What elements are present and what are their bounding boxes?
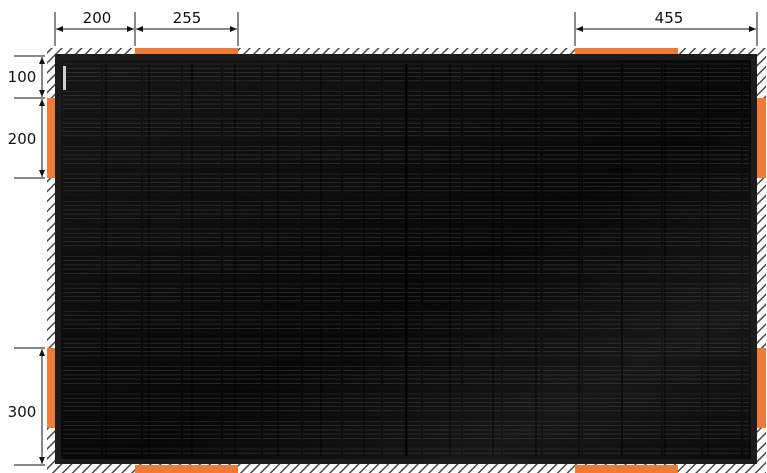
- clamp-zones: [47, 48, 766, 473]
- top-dimensions: 200 255 455: [54, 9, 758, 46]
- clamp-zone-top-left: [135, 48, 238, 54]
- junction-marker: [63, 66, 66, 90]
- dimension-top-255: 255: [136, 9, 237, 32]
- clamp-zone-right-lower: [757, 348, 766, 428]
- clamp-zone-top-right: [575, 48, 678, 54]
- dimension-top-200: 200: [56, 9, 134, 32]
- dimension-label: 200: [8, 130, 37, 148]
- dimension-label: 100: [8, 68, 37, 86]
- clamp-zone-left-upper: [47, 98, 55, 178]
- dimension-left-200: 200: [8, 99, 45, 177]
- dimension-label: 200: [83, 9, 112, 27]
- solar-panel: [55, 54, 757, 464]
- cell-grid: [63, 63, 749, 456]
- dimension-label: 255: [173, 9, 202, 27]
- left-dimensions: 100 200 300: [8, 55, 45, 466]
- dimension-label: 455: [655, 9, 684, 27]
- dimension-label: 300: [8, 403, 37, 421]
- hatched-frame: [47, 48, 766, 473]
- dimension-left-100: 100: [8, 57, 45, 97]
- clamp-zone-left-lower: [47, 348, 55, 428]
- clamp-zone-right-upper: [757, 98, 766, 178]
- dimension-left-300: 300: [8, 349, 45, 464]
- clamp-zone-bottom-left: [135, 465, 238, 473]
- dimension-top-455: 455: [576, 9, 756, 32]
- clamp-zone-bottom-right: [575, 465, 678, 473]
